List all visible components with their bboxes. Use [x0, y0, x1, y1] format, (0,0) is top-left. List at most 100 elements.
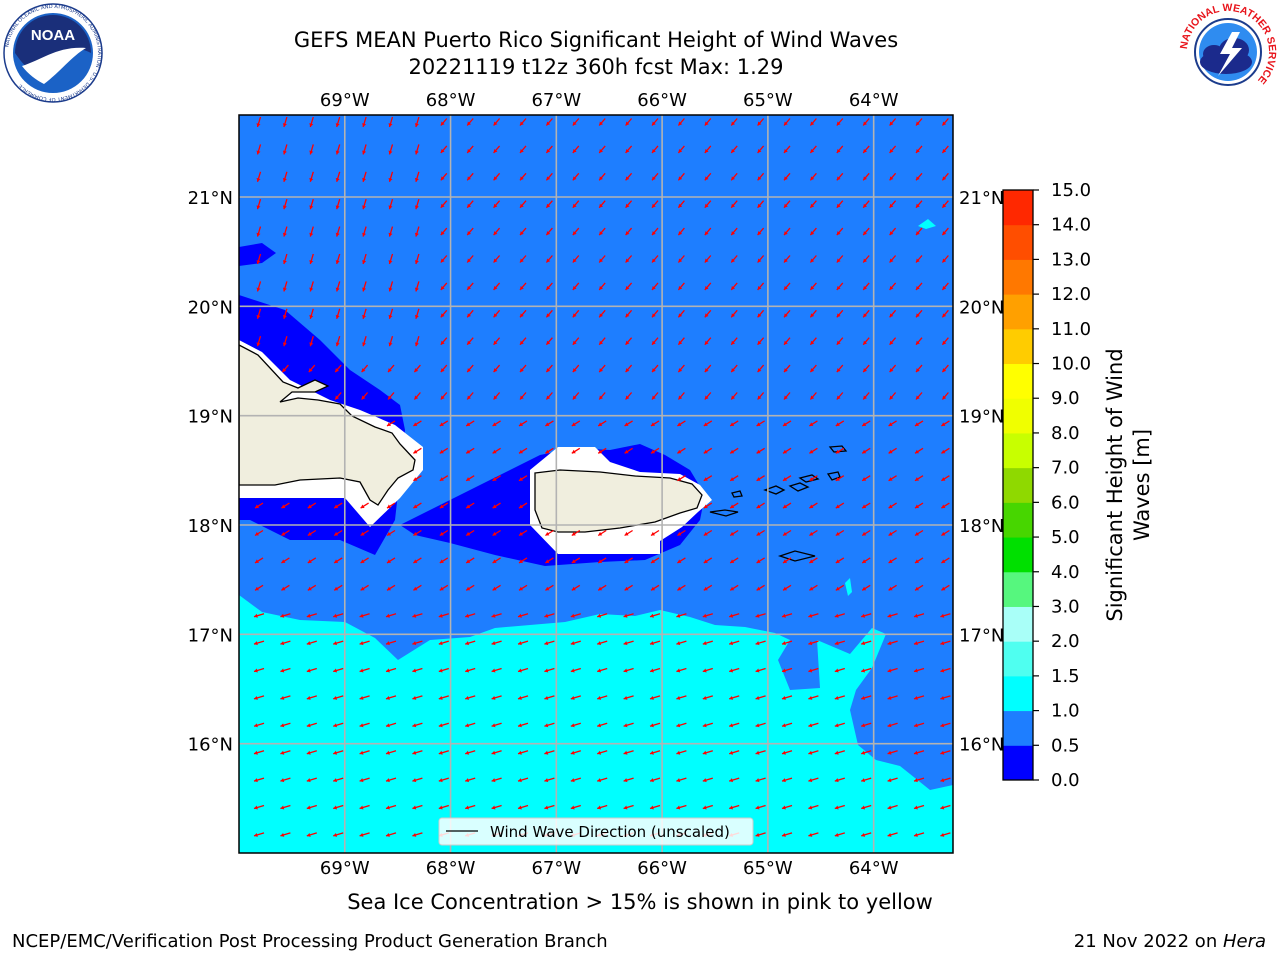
nws-logo: NATIONAL WEATHER SERVICE — [1178, 2, 1278, 100]
wave-arrow-head — [386, 641, 390, 646]
wave-arrow-head — [625, 340, 630, 345]
wave-arrow-head — [255, 586, 259, 591]
wave-arrow-head — [414, 314, 419, 319]
wave-arrow-head — [361, 368, 366, 373]
wave-arrow-head — [652, 285, 656, 290]
wave-arrow-head — [783, 477, 787, 481]
wave-arrow-head — [360, 586, 365, 591]
wave-arrow-head — [888, 586, 893, 591]
noaa-logo-text: NOAA — [31, 27, 75, 44]
wave-arrow-head — [863, 176, 867, 181]
wave-arrow-head — [492, 586, 497, 591]
wave-arrow-head — [439, 559, 444, 563]
wave-arrow-head — [730, 559, 735, 563]
low-wave-zone-northwest — [239, 243, 276, 266]
wave-arrow-head — [678, 121, 683, 126]
wave-arrow-head — [546, 313, 551, 318]
wave-arrow-head — [362, 287, 367, 292]
wave-arrow-head — [333, 750, 338, 755]
wave-arrow-head — [834, 832, 839, 837]
wave-arrow-head — [834, 613, 839, 618]
wave-arrow-head — [466, 559, 471, 563]
wave-arrow-head — [544, 613, 549, 618]
wave-arrow-head — [916, 231, 920, 236]
wave-arrow-head — [729, 613, 734, 618]
lat-tick-label: 19°N — [959, 407, 1004, 428]
wave-arrow-head — [520, 285, 524, 290]
wave-arrow-head — [306, 613, 311, 618]
wave-arrow-head — [388, 123, 393, 127]
wave-arrow-head — [889, 231, 894, 236]
lat-tick-label: 16°N — [959, 735, 1004, 756]
wave-arrow-head — [729, 750, 734, 755]
wave-arrow-head — [492, 504, 497, 509]
wave-arrow-head — [520, 368, 524, 373]
wave-arrow-head — [651, 586, 655, 591]
wave-arrow-head — [281, 531, 286, 536]
wave-arrow-head — [570, 668, 575, 673]
wave-arrow-head — [388, 205, 393, 210]
wave-arrow-head — [755, 832, 760, 837]
colorbar-tick-label: 0.5 — [1051, 735, 1080, 756]
wave-arrow-head — [941, 504, 946, 509]
lon-tick-label: 67°W — [531, 90, 581, 111]
colorbar-tick-label: 2.0 — [1051, 631, 1080, 652]
wave-arrow-head — [359, 778, 364, 783]
wave-arrow-head — [465, 805, 470, 810]
wave-arrow-head — [597, 668, 602, 673]
wave-arrow-head — [359, 641, 364, 646]
wave-arrow-head — [887, 668, 892, 673]
wave-arrow-head — [836, 176, 841, 181]
wave-arrow-head — [915, 477, 919, 481]
wave-arrow-head — [782, 641, 786, 646]
wave-arrow-head — [256, 177, 261, 182]
wave-arrow-head — [704, 368, 709, 373]
wave-arrow-head — [256, 232, 261, 237]
wave-arrow-head — [282, 260, 287, 264]
wave-arrow-head — [544, 723, 549, 728]
wave-arrow-head — [756, 531, 761, 536]
wave-arrow-head — [941, 477, 946, 481]
colorbar-tick-label: 5.0 — [1051, 527, 1080, 548]
colorbar-segment — [1003, 467, 1033, 503]
wave-arrow-head — [836, 313, 841, 318]
wave-arrow-head — [467, 395, 471, 400]
colorbar-tick-label: 10.0 — [1051, 354, 1091, 375]
wave-arrow-head — [914, 778, 918, 783]
wave-arrow-head — [783, 559, 787, 563]
wave-arrow-head — [836, 340, 841, 345]
wave-arrow-head — [518, 613, 522, 618]
wave-arrow-head — [599, 148, 603, 153]
wave-arrow-head — [861, 805, 866, 810]
wave-arrow-head — [572, 121, 577, 126]
wave-arrow-head — [439, 477, 444, 481]
colorbar-tick-label: 4.0 — [1051, 562, 1080, 583]
wave-arrow-head — [731, 313, 735, 318]
wave-arrow-head — [599, 340, 603, 345]
wave-arrow-head — [412, 805, 417, 810]
wave-arrow-head — [570, 805, 575, 810]
wave-arrow-head — [465, 695, 470, 700]
wave-arrow-head — [650, 750, 654, 755]
wave-arrow-head — [915, 504, 919, 509]
wave-arrow-head — [861, 641, 866, 646]
wave-arrow-head — [757, 231, 762, 236]
wave-arrow-head — [386, 668, 390, 673]
wave-arrow-head — [518, 695, 522, 700]
wave-arrow-head — [755, 641, 760, 646]
wave-arrow-head — [307, 531, 312, 536]
wave-arrow-head — [782, 778, 786, 783]
wave-arrow-head — [466, 449, 471, 454]
wave-arrow-head — [309, 342, 314, 347]
wave-arrow-head — [784, 203, 788, 208]
wave-arrow-head — [915, 422, 919, 426]
wave-arrow-head — [730, 504, 735, 509]
wave-arrow-head — [254, 695, 258, 700]
wave-arrow-head — [439, 531, 444, 536]
wave-arrow-head — [835, 477, 840, 481]
wave-arrow-head — [861, 723, 866, 728]
wave-arrow-head — [280, 778, 285, 783]
wave-arrow-head — [388, 260, 393, 264]
map-legend: Wind Wave Direction (unscaled) — [438, 817, 754, 846]
wave-arrow-head — [652, 148, 656, 153]
